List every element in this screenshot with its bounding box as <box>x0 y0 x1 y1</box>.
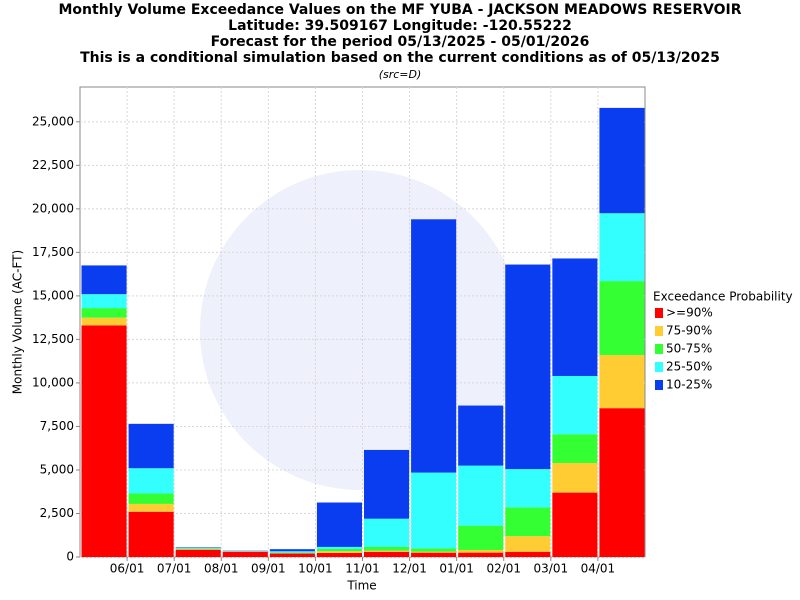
bar-segment <box>175 547 221 548</box>
x-tick-label: 08/01 <box>204 562 239 576</box>
bar-segment <box>175 547 221 549</box>
bar-segment <box>128 503 174 512</box>
legend-swatch <box>655 308 663 318</box>
bar-segment <box>505 536 551 552</box>
legend-label: >=90% <box>666 306 713 320</box>
bar-segment <box>505 264 551 470</box>
bar-segment <box>316 548 362 552</box>
legend-label: 10-25% <box>666 378 712 392</box>
bar-segment <box>269 549 315 552</box>
bar-segment <box>222 551 268 557</box>
bar-segment <box>411 548 457 552</box>
bar-segment <box>505 469 551 508</box>
bar-segment <box>599 408 645 557</box>
bar-segment <box>458 465 504 526</box>
bar-segment <box>505 507 551 537</box>
bar-segment <box>175 548 221 550</box>
y-tick-label: 10,000 <box>32 375 74 389</box>
chart-subtitle: (src=D) <box>379 68 422 81</box>
bar-segment <box>269 552 315 554</box>
chart-title: This is a conditional simulation based o… <box>80 50 720 66</box>
bar-segment <box>552 463 598 493</box>
bar-segment <box>505 551 551 557</box>
chart-title: Latitude: 39.509167 Longitude: -120.5522… <box>228 18 572 34</box>
y-tick-label: 20,000 <box>32 201 74 215</box>
x-axis-label: Time <box>346 579 376 593</box>
bar-segment <box>128 423 174 469</box>
bar-segment <box>81 325 127 557</box>
y-tick-label: 15,000 <box>32 288 74 302</box>
bar-segment <box>269 551 315 553</box>
y-tick-label: 12,500 <box>32 332 74 346</box>
bar-segment <box>364 550 410 552</box>
bar-segment <box>411 551 457 553</box>
bar-segment <box>81 317 127 326</box>
x-tick-label: 12/01 <box>392 562 427 576</box>
bar-segment <box>411 552 457 557</box>
legend-label: 50-75% <box>666 342 712 356</box>
legend-swatch <box>655 344 663 354</box>
legend-label: 75-90% <box>666 324 712 338</box>
bar-segment <box>364 518 410 547</box>
bar-segment <box>552 434 598 463</box>
bar-segment <box>316 551 362 553</box>
bar-segment <box>128 493 174 504</box>
y-tick-label: 7,500 <box>40 419 74 433</box>
bar-segment <box>599 107 645 214</box>
bar-segment <box>411 472 457 549</box>
bar-segment <box>458 550 504 553</box>
bar-segment <box>458 525 504 551</box>
bar-segment <box>599 281 645 356</box>
y-tick-label: 5,000 <box>40 462 74 476</box>
x-tick-label: 09/01 <box>251 562 286 576</box>
bar-segment <box>128 511 174 557</box>
y-tick-label: 22,500 <box>32 158 74 172</box>
chart-title: Forecast for the period 05/13/2025 - 05/… <box>211 34 590 50</box>
bar-segment <box>81 294 127 309</box>
y-tick-label: 25,000 <box>32 114 74 128</box>
legend-swatch <box>655 326 663 336</box>
chart-title: Monthly Volume Exceedance Values on the … <box>58 2 741 18</box>
y-tick-label: 0 <box>66 550 74 564</box>
x-tick-label: 02/01 <box>486 562 521 576</box>
bar-segment <box>269 553 315 557</box>
bar-segment <box>81 308 127 318</box>
x-tick-label: 06/01 <box>110 562 145 576</box>
x-tick-label: 04/01 <box>581 562 616 576</box>
x-tick-label: 01/01 <box>439 562 474 576</box>
legend-swatch <box>655 380 663 390</box>
bar-segment <box>599 355 645 409</box>
y-tick-label: 2,500 <box>40 506 74 520</box>
legend-label: 25-50% <box>666 360 712 374</box>
bar-segment <box>364 449 410 519</box>
y-tick-label: 17,500 <box>32 245 74 259</box>
x-tick-label: 07/01 <box>157 562 192 576</box>
bar-segment <box>175 549 221 557</box>
bar-segment <box>552 492 598 557</box>
y-axis-label: Monthly Volume (AC-FT) <box>11 250 25 394</box>
bar-segment <box>316 502 362 547</box>
bar-segment <box>128 468 174 494</box>
bar-segment <box>81 265 127 295</box>
bar-segment <box>364 546 410 551</box>
bar-segment <box>175 549 221 550</box>
bar-segment <box>316 552 362 557</box>
x-tick-label: 11/01 <box>345 562 380 576</box>
bar-segment <box>599 213 645 282</box>
bar-segment <box>316 546 362 549</box>
x-tick-label: 10/01 <box>298 562 333 576</box>
bar-segment <box>364 551 410 557</box>
bar-segment <box>411 219 457 473</box>
x-tick-label: 03/01 <box>534 562 569 576</box>
bar-segment <box>458 405 504 466</box>
legend-title: Exceedance Probability <box>653 290 793 304</box>
bar-segment <box>552 258 598 376</box>
bar-segment <box>552 375 598 435</box>
legend-swatch <box>655 362 663 372</box>
bar-segment <box>458 552 504 557</box>
